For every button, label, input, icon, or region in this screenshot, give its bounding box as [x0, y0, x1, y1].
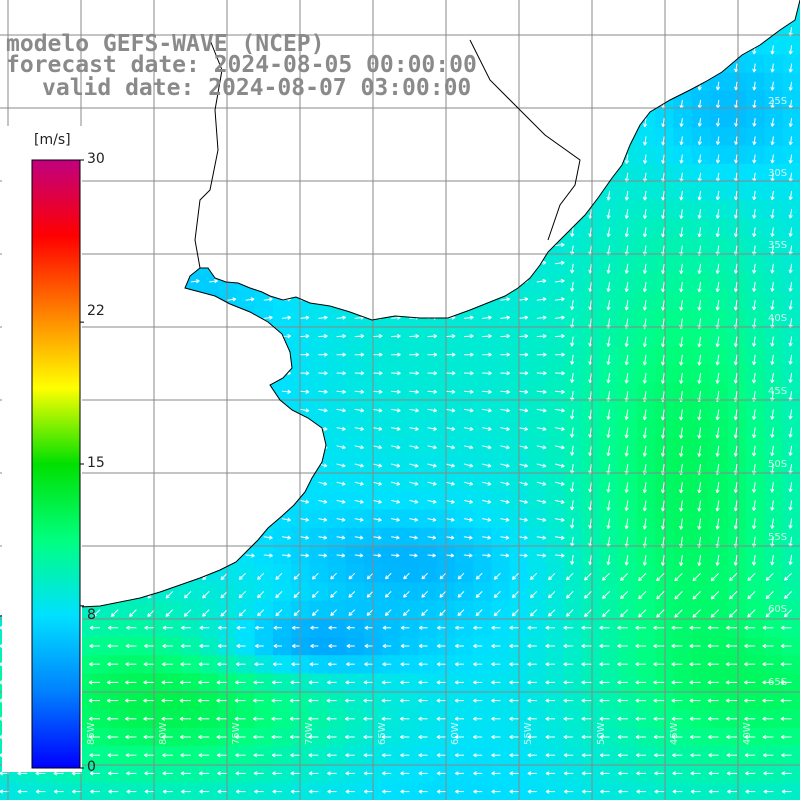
- lat-label: 30S: [768, 168, 788, 179]
- colorbar: [31, 159, 81, 769]
- colorbar-tick: 0: [87, 759, 96, 775]
- country-borders: [194, 39, 581, 269]
- lon-label: 90W: [4, 722, 15, 745]
- lon-label: 50W: [596, 722, 607, 745]
- lat-label: 25S: [768, 96, 788, 107]
- forecast-date: forecast date: 2024-08-05 00:00:00: [6, 52, 477, 78]
- lon-label: 75W: [231, 722, 242, 745]
- colorbar-unit: [m/s]: [34, 132, 71, 148]
- lon-label: 40W: [742, 722, 753, 745]
- lon-label: 65W: [377, 722, 388, 745]
- lat-label: 65S: [768, 677, 788, 688]
- lon-label: 80W: [158, 722, 169, 745]
- lat-label: 50S: [768, 459, 788, 470]
- lon-label: 55W: [523, 722, 534, 745]
- colorbar-tick: 8: [87, 607, 96, 623]
- colorbar-tick: 30: [87, 151, 105, 167]
- lon-label: 45W: [669, 722, 680, 745]
- lon-label: 85W: [86, 722, 97, 745]
- coastline: [0, 0, 800, 617]
- colorbar-tick: 22: [87, 303, 105, 319]
- lat-label: 40S: [768, 313, 788, 324]
- lon-label: 70W: [304, 722, 315, 745]
- lon-label: 60W: [450, 722, 461, 745]
- lat-label: 35S: [768, 240, 788, 251]
- model-title: modelo GEFS-WAVE (NCEP): [6, 31, 325, 57]
- lat-label: 45S: [768, 386, 788, 397]
- lat-label: 55S: [768, 532, 788, 543]
- lat-label: 60S: [768, 604, 788, 615]
- colorbar-tick: 15: [87, 455, 105, 471]
- valid-date: valid date: 2024-08-07 03:00:00: [42, 75, 472, 101]
